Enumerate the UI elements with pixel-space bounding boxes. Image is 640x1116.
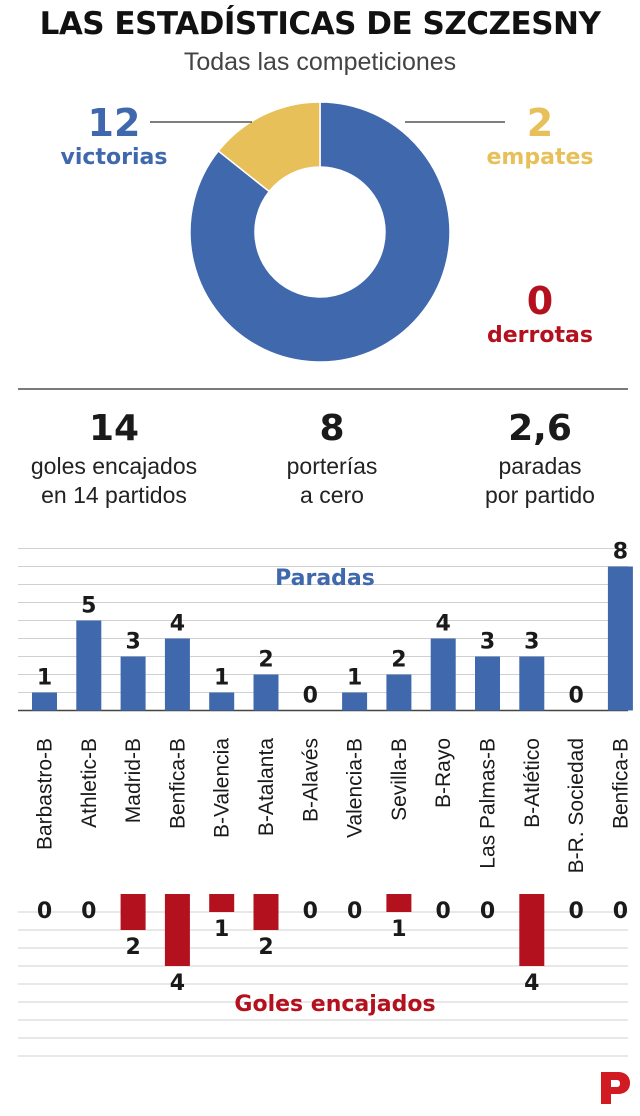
bar-paradas-4: [209, 692, 235, 711]
stat-porterias: 8 porterías a cero: [222, 406, 442, 510]
stat-paradas-line1: paradas: [498, 453, 582, 479]
category-label-4: B-Valencia: [211, 738, 234, 838]
category-label-1: Athletic-B: [78, 738, 101, 828]
bar-goles-label-4: 1: [214, 917, 229, 942]
bar-paradas-label-12: 0: [568, 684, 583, 709]
series-title-goles: Goles encajados: [234, 992, 435, 1017]
donut-slice-victorias: [189, 101, 451, 363]
stat-paradas: 2,6 paradas por partido: [430, 406, 640, 510]
bar-goles-label-9: 0: [436, 899, 451, 924]
bar-goles-5: [253, 894, 279, 930]
periodico-logo-icon: [601, 1072, 630, 1104]
bar-goles-8: [386, 894, 412, 912]
category-label-5: B-Atalanta: [255, 738, 278, 836]
victorias-label: victorias: [61, 145, 168, 170]
stat-goles-value: 14: [88, 408, 140, 449]
derrotas-value: 0: [527, 279, 553, 323]
bar-paradas-3: [164, 638, 190, 711]
bar-goles-2: [120, 894, 146, 930]
category-label-11: B-Atlético: [521, 738, 544, 828]
bar-paradas-label-7: 1: [347, 666, 362, 691]
series-title-paradas: Paradas: [275, 566, 375, 591]
bar-paradas-label-9: 4: [436, 612, 451, 637]
victorias-value: 12: [88, 101, 141, 145]
bar-paradas-label-1: 5: [81, 594, 96, 619]
bar-paradas-0: [32, 692, 57, 711]
bar-goles-label-1: 0: [81, 899, 96, 924]
donut-slice-empates: [217, 101, 321, 193]
stat-porterias-line2: a cero: [300, 482, 364, 508]
bar-paradas-2: [120, 656, 146, 711]
bar-paradas-10: [475, 656, 500, 711]
bar-paradas-5: [253, 674, 279, 711]
category-label-7: Valencia-B: [344, 738, 367, 838]
bar-goles-label-0: 0: [37, 899, 52, 924]
category-label-6: B-Alavés: [299, 738, 322, 822]
bar-paradas-11: [519, 656, 545, 711]
bar-paradas-label-8: 2: [391, 648, 406, 673]
bar-paradas-label-10: 3: [480, 630, 495, 655]
bar-goles-label-3: 4: [170, 971, 185, 996]
bar-goles-label-7: 0: [347, 899, 362, 924]
section-divider: [18, 388, 628, 390]
category-label-2: Madrid-B: [122, 738, 145, 823]
bar-paradas-label-3: 4: [170, 612, 185, 637]
bar-goles-label-5: 2: [258, 935, 273, 960]
category-label-12: B-R. Sociedad: [565, 738, 588, 873]
bar-paradas-1: [76, 620, 102, 711]
stat-paradas-line2: por partido: [485, 482, 595, 508]
stat-goles-line2: en 14 partidos: [41, 482, 187, 508]
bar-paradas-9: [430, 638, 456, 711]
stat-paradas-value: 2,6: [508, 408, 572, 449]
bar-paradas-label-0: 1: [37, 666, 52, 691]
bar-goles-label-11: 4: [524, 971, 539, 996]
category-label-8: Sevilla-B: [388, 738, 411, 821]
category-label-3: Benfica-B: [166, 738, 189, 829]
bar-goles-label-10: 0: [480, 899, 495, 924]
stat-porterias-value: 8: [319, 408, 345, 449]
bar-goles-label-2: 2: [125, 935, 140, 960]
category-label-13: Benfica-B: [609, 738, 632, 829]
stat-goles-line1: goles encajados: [30, 453, 198, 479]
bar-goles-label-12: 0: [568, 899, 583, 924]
bar-goles-3: [164, 894, 190, 966]
bar-paradas-label-6: 0: [303, 684, 318, 709]
bar-paradas-8: [386, 674, 412, 711]
bar-paradas-7: [342, 692, 368, 711]
bar-paradas-label-2: 3: [125, 630, 140, 655]
bar-goles-11: [519, 894, 545, 966]
bar-goles-4: [209, 894, 235, 912]
bar-paradas-label-11: 3: [524, 630, 539, 655]
category-label-9: B-Rayo: [432, 738, 455, 808]
derrotas-label: derrotas: [487, 323, 593, 348]
category-label-0: Barbastro-B: [34, 738, 57, 850]
page-title: LAS ESTADÍSTICAS DE SZCZESNY: [39, 6, 601, 42]
empates-label: empates: [487, 145, 594, 170]
page-subtitle: Todas las competiciones: [183, 48, 457, 76]
stat-porterias-line1: porterías: [286, 453, 378, 479]
bar-goles-label-8: 1: [391, 917, 406, 942]
empates-value: 2: [527, 101, 553, 145]
bar-goles-label-6: 0: [303, 899, 318, 924]
bar-paradas-label-13: 8: [613, 540, 628, 565]
bar-paradas-13: [607, 566, 633, 711]
category-label-10: Las Palmas-B: [477, 738, 500, 869]
bar-paradas-label-5: 2: [258, 648, 273, 673]
stat-goles: 14 goles encajados en 14 partidos: [4, 406, 224, 510]
bar-goles-label-13: 0: [613, 899, 628, 924]
bar-paradas-label-4: 1: [214, 666, 229, 691]
